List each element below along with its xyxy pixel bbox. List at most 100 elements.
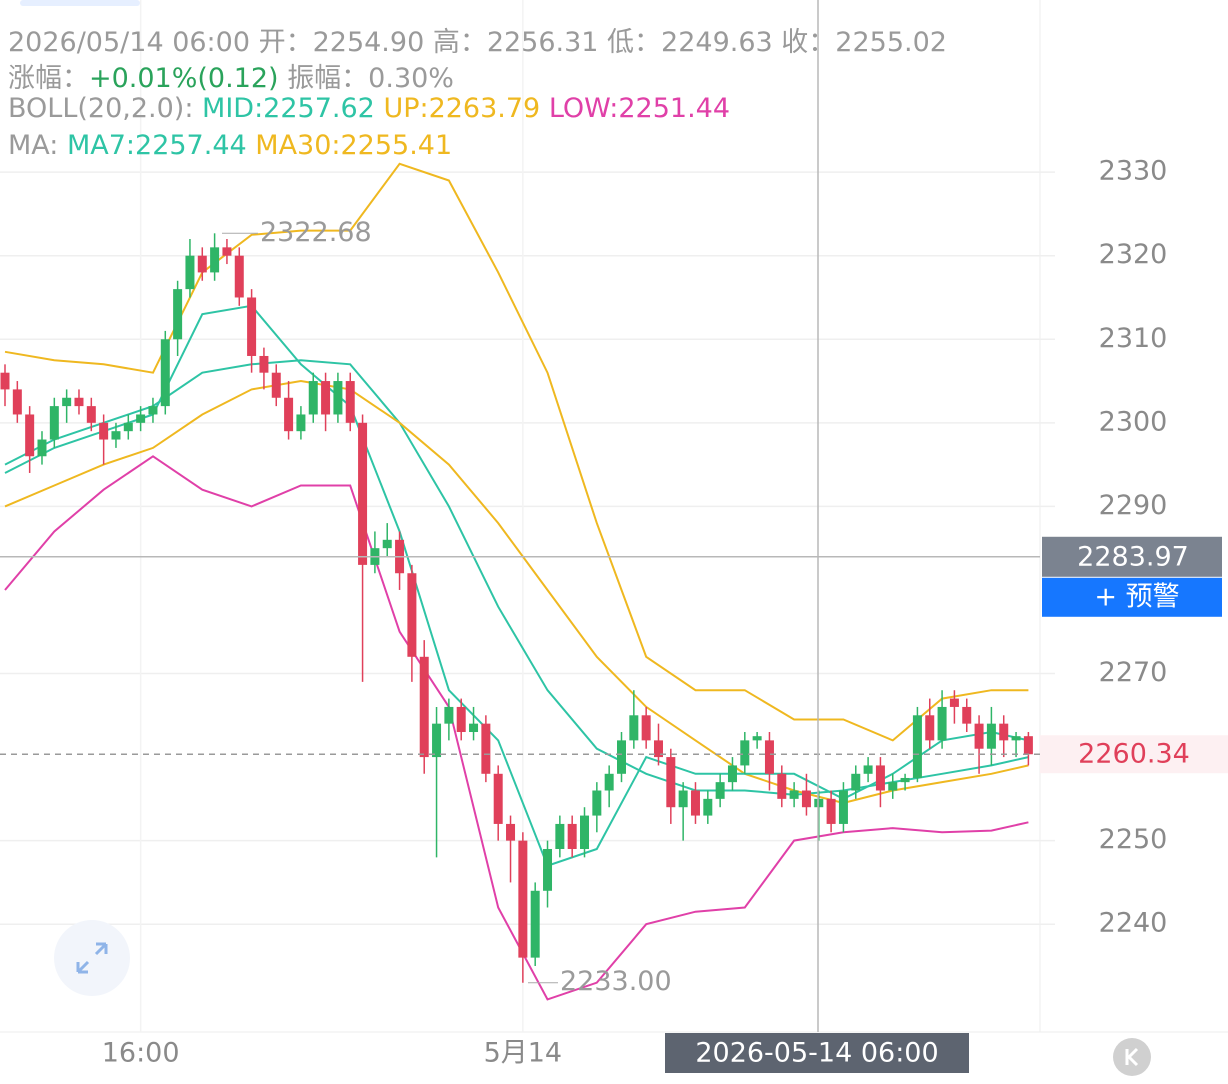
candle-body [678,790,688,808]
candle-body [814,798,824,808]
candle-body [247,297,257,356]
y-tick-label: 2240 [1099,908,1168,939]
candle-body [321,381,331,415]
boll-low: LOW:2251.44 [548,93,731,124]
candle-body [481,723,491,774]
ma7: MA7:2257.44 [66,130,247,161]
candle-body [222,247,232,256]
candle-body [296,414,306,432]
candle-body [185,255,195,290]
candle-body [962,706,972,724]
ma30: MA30:2255.41 [255,130,453,161]
candle-body [284,397,294,432]
last-price-box [1040,735,1228,774]
candle-body [789,790,799,799]
indicator-line [4,359,1029,796]
amplitude: 振幅：0.30% [287,63,454,94]
candle-body [863,765,873,774]
ma-label: MA: [8,130,59,161]
candle-body [530,890,540,958]
candle-body [937,706,947,741]
candle-body [419,656,429,758]
candle-body [456,706,466,733]
last-price-label: 2260.34 [1078,739,1190,770]
x-tick-label: 16:00 [102,1038,180,1069]
candle-body [949,698,959,707]
candle-body [136,414,146,423]
candle-body [25,414,35,457]
candle-body [160,339,170,407]
change: +0.01%(0.12) [89,63,279,94]
candle-body [617,740,626,774]
alert-button[interactable] [1042,577,1222,617]
candle-body [629,715,639,741]
crosshair-price-box [1042,536,1222,577]
candle-body [111,431,121,440]
candle-body [690,790,700,816]
candle-body [86,406,96,423]
candle-body [345,381,355,423]
y-tick-label: 2320 [1099,239,1168,270]
candle-body [506,823,516,841]
candle-body [37,439,47,457]
tab-indicator [20,0,140,6]
k-button[interactable] [1113,1038,1151,1076]
candle-body [382,539,392,549]
candle-body [764,740,774,774]
candle-body [666,757,676,808]
change-label: 涨幅： [8,63,89,94]
header-ohlc: 2026/05/14 06:00 开：2254.90 高：2256.31 低：2… [8,27,947,58]
candle-body [432,723,442,758]
y-tick-label: 2330 [1099,156,1168,187]
candle-body [62,397,72,407]
candle-body [173,289,183,340]
candle-body [851,773,861,791]
x-tick-label: 5月14 [484,1038,563,1069]
boll-up: UP:2263.79 [383,93,541,124]
candle-body [703,798,713,816]
candle-body [888,782,898,791]
candle-body [123,422,133,432]
candle-body [727,765,737,783]
indicator-line [4,162,1029,742]
candle-body [469,723,479,733]
expand-button[interactable] [54,920,130,996]
candle-body [271,372,281,398]
candle-body [74,397,84,407]
candle-body [148,406,158,415]
candle-body [12,389,22,415]
candle-body [493,773,503,824]
candle-body [407,573,417,657]
min-label: 2233.00 [560,966,672,997]
candle-body [99,422,109,440]
candle-body [333,381,343,415]
candle-body [555,823,565,849]
candle-body [752,736,762,741]
candle-body [49,406,59,440]
candle-body [592,790,602,816]
candle-body [604,773,614,791]
candle-body [740,740,750,766]
indicator-line [4,379,1029,805]
candle-body [210,247,220,273]
crosshair-date: 2026-05-14 06:00 [695,1038,938,1069]
candle-body [875,765,885,791]
candle-body [801,790,811,808]
candle-body [900,777,910,783]
indicator-line [4,455,1029,1001]
candle-body [1011,736,1021,741]
boll-label: BOLL(20,2.0): [8,93,194,124]
candle-body [197,255,207,273]
candle-body [974,723,984,749]
candle-body [826,798,836,824]
candle-body [543,848,553,891]
candle-body [986,723,996,749]
candle-body [518,840,528,958]
candle-body [777,773,787,799]
alert-label: + 预警 [1094,581,1179,612]
y-tick-label: 2250 [1099,824,1168,855]
k-icon [1125,1047,1139,1067]
header-change-row: 涨幅：+0.01%(0.12) 振幅：0.30% [8,56,454,95]
header-ma-row: MA: MA7:2257.44 MA30:2255.41 [8,130,452,161]
